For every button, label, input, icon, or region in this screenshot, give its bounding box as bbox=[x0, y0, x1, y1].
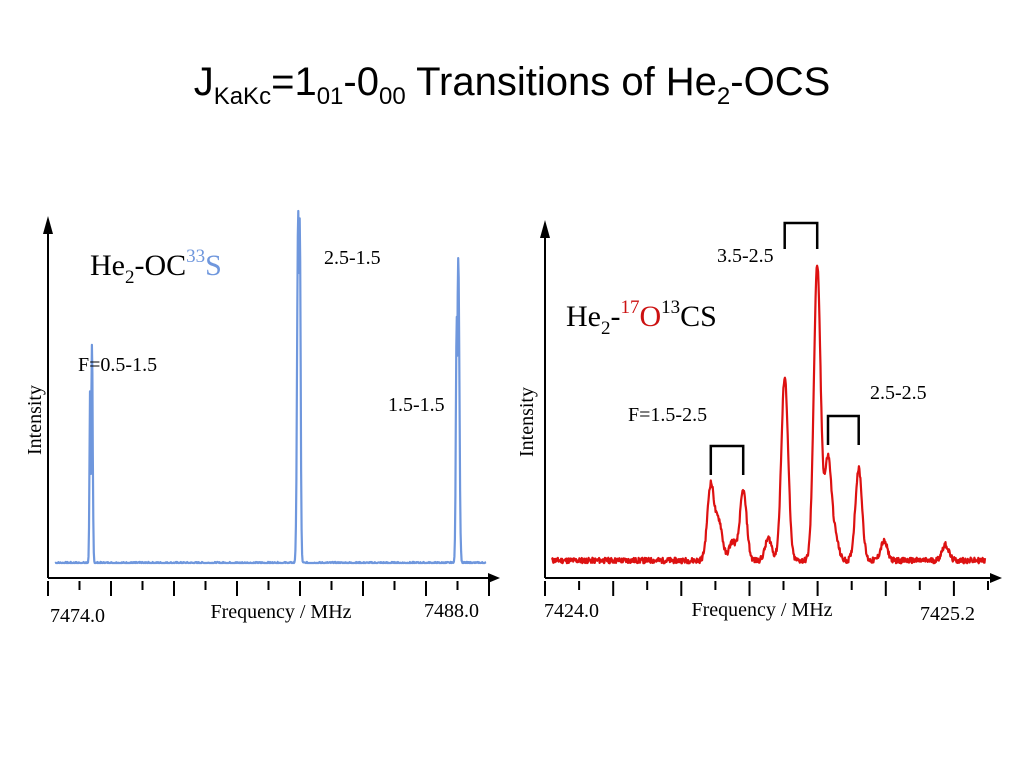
left-species-label: He2-OC33S bbox=[90, 246, 222, 288]
right-x-ticks bbox=[544, 581, 989, 596]
right-y-axis-label: Intensity bbox=[516, 387, 538, 457]
slide-title: JKaKc=101-000 Transitions of He2-OCS bbox=[0, 60, 1024, 111]
right-peak-brackets bbox=[709, 221, 860, 475]
peak-bracket bbox=[709, 444, 745, 475]
peak-label-1.5-1.5: 1.5-1.5 bbox=[388, 394, 445, 416]
left-x-tick-label-max: 7488.0 bbox=[424, 600, 479, 622]
title-rest: Transitions of He bbox=[405, 60, 717, 104]
title-subscript-2: 2 bbox=[716, 83, 731, 110]
right-y-axis-arrow-icon bbox=[540, 220, 550, 238]
peak-label-f-0.5-1.5: F=0.5-1.5 bbox=[78, 354, 157, 376]
left-spectrum-panel: He2-OC33S 2.5-1.5 F=0.5-1.5 1.5-1.5 Inte… bbox=[24, 209, 500, 627]
title-subscript-01: 01 bbox=[316, 83, 344, 110]
title-eq: =1 bbox=[271, 60, 317, 104]
left-y-axis-label: Intensity bbox=[24, 385, 46, 455]
peak-label-2.5-1.5: 2.5-1.5 bbox=[324, 247, 381, 269]
right-spectrum-panel: He2-17O13CS 3.5-2.5 2.5-2.5 F=1.5-2.5 In… bbox=[516, 220, 1002, 625]
title-dash: -0 bbox=[343, 60, 379, 104]
title-j: J bbox=[193, 60, 214, 104]
peak-label-3.5-2.5: 3.5-2.5 bbox=[717, 245, 774, 267]
right-x-axis-label: Frequency / MHz bbox=[691, 599, 832, 621]
right-x-tick-label-min: 7424.0 bbox=[544, 600, 599, 622]
left-y-axis-arrow-icon bbox=[43, 216, 53, 234]
peak-bracket bbox=[783, 221, 819, 249]
left-x-axis-arrow-icon bbox=[488, 573, 500, 583]
peak-label-f-1.5-2.5: F=1.5-2.5 bbox=[628, 404, 707, 426]
title-ocs: -OCS bbox=[730, 60, 831, 104]
right-x-tick-label-max: 7425.2 bbox=[920, 603, 975, 625]
left-spectrum-trace bbox=[54, 209, 487, 565]
left-x-axis-label: Frequency / MHz bbox=[210, 601, 351, 623]
left-x-ticks bbox=[47, 581, 490, 596]
left-x-tick-label-min: 7474.0 bbox=[50, 605, 105, 627]
right-x-axis-arrow-icon bbox=[990, 573, 1002, 583]
peak-bracket bbox=[826, 414, 860, 445]
right-spectrum-trace bbox=[550, 264, 987, 565]
title-subscript-00: 00 bbox=[378, 83, 406, 110]
title-subscript-kakc: KaKc bbox=[213, 83, 272, 110]
peak-label-2.5-2.5: 2.5-2.5 bbox=[870, 382, 927, 404]
right-species-label: He2-17O13CS bbox=[566, 297, 717, 339]
